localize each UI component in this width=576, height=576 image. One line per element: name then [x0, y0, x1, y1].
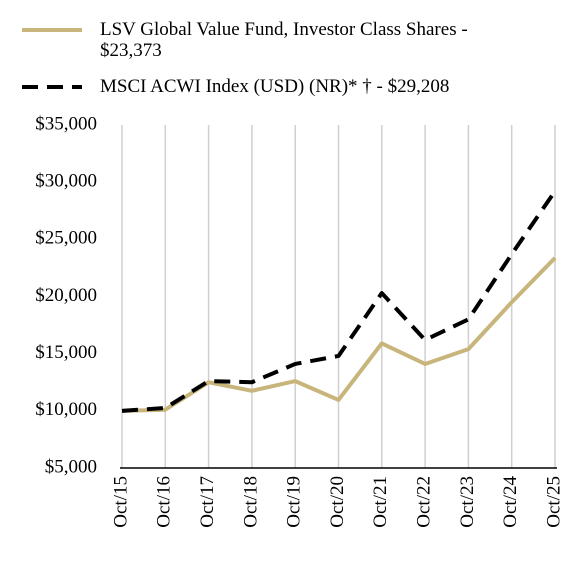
- y-tick-label: $10,000: [35, 399, 97, 420]
- series-line: [121, 190, 557, 413]
- x-tick-label: Oct/22: [413, 476, 434, 528]
- y-tick-label: $25,000: [35, 228, 97, 249]
- legend-entry: MSCI ACWI Index (USD) (NR)* † - $29,208: [100, 76, 450, 97]
- y-tick-label: $15,000: [35, 342, 97, 363]
- x-tick-label: Oct/16: [154, 476, 175, 528]
- y-tick-label: $35,000: [35, 113, 97, 134]
- legend-label: MSCI ACWI Index (USD) (NR)* † - $29,208: [100, 76, 450, 97]
- legend-entry: LSV Global Value Fund, Investor Class Sh…: [100, 19, 468, 61]
- x-tick-label: Oct/21: [370, 476, 391, 528]
- x-tick-label: Oct/25: [543, 476, 564, 528]
- y-tick-label: $30,000: [35, 171, 97, 192]
- x-tick-label: Oct/19: [284, 476, 305, 528]
- x-tick-label: Oct/18: [240, 476, 261, 528]
- legend-label: LSV Global Value Fund, Investor Class Sh…: [100, 19, 468, 61]
- y-tick-label: $5,000: [45, 456, 97, 477]
- x-tick-label: Oct/17: [197, 476, 218, 528]
- x-tick-label: Oct/23: [457, 476, 478, 528]
- x-tick-label: Oct/15: [110, 476, 131, 528]
- y-tick-label: $20,000: [35, 285, 97, 306]
- x-tick-label: Oct/20: [327, 476, 348, 528]
- x-tick-label: Oct/24: [500, 476, 521, 528]
